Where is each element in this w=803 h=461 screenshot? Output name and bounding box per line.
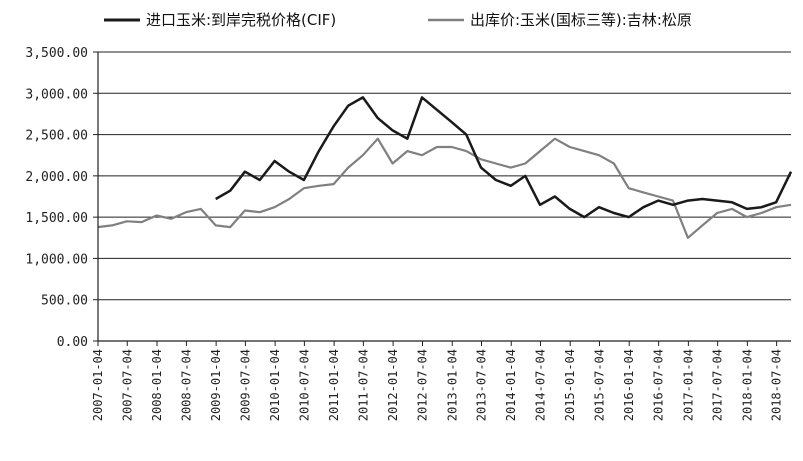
x-tick-label: 2012-07-04 xyxy=(416,349,430,421)
x-tick-label: 2018-01-04 xyxy=(740,349,754,421)
x-tick-label: 2015-07-04 xyxy=(592,349,606,421)
x-tick-label: 2007-01-04 xyxy=(91,349,105,421)
x-tick-label: 2007-07-04 xyxy=(120,349,134,421)
series-lines xyxy=(97,96,793,239)
x-tick-label: 2011-01-04 xyxy=(327,349,341,421)
grid-lines xyxy=(98,51,791,301)
x-tick-label: 2009-01-04 xyxy=(209,349,223,421)
x-tick-label: 2013-01-04 xyxy=(445,349,459,421)
x-tick-label: 2014-01-04 xyxy=(504,349,518,421)
series-line-jilin xyxy=(97,137,792,239)
y-tick-label: 2,500.00 xyxy=(25,129,88,144)
y-axis-ticks: 0.00 500.00 1,000.00 1,500.00 2,000.00 2,500.… xyxy=(25,46,98,350)
x-axis-ticks: 2007-01-04 2007-07-04 2008-01-04 2008-07-04… xyxy=(91,341,784,421)
legend: 进口玉米:到岸完税价格(CIF) 出库价:玉米(国标三等):吉林:松原 xyxy=(104,11,692,29)
x-tick-label: 2016-01-04 xyxy=(622,349,636,421)
x-tick-label: 2012-01-04 xyxy=(386,349,400,421)
legend-label-cif: 进口玉米:到岸完税价格(CIF) xyxy=(146,11,336,29)
x-tick-label: 2010-07-04 xyxy=(297,349,311,421)
x-tick-label: 2010-01-04 xyxy=(268,349,282,421)
x-tick-label: 2009-07-04 xyxy=(238,349,252,421)
y-tick-label: 3,500.00 xyxy=(25,46,88,61)
x-tick-label: 2008-07-04 xyxy=(179,349,193,421)
y-tick-label: 1,000.00 xyxy=(25,252,88,267)
x-tick-label: 2013-07-04 xyxy=(475,349,489,421)
y-tick-label: 1,500.00 xyxy=(25,211,88,226)
y-tick-label: 3,000.00 xyxy=(25,87,88,102)
x-tick-label: 2017-01-04 xyxy=(681,349,695,421)
x-tick-label: 2015-01-04 xyxy=(563,349,577,421)
legend-label-jilin: 出库价:玉米(国标三等):吉林:松原 xyxy=(470,11,692,29)
y-tick-label: 500.00 xyxy=(41,294,88,309)
y-tick-label: 0.00 xyxy=(57,335,88,350)
x-tick-label: 2014-07-04 xyxy=(533,349,547,421)
x-tick-label: 2018-07-04 xyxy=(770,349,784,421)
x-tick-label: 2017-07-04 xyxy=(711,349,725,421)
y-tick-label: 2,000.00 xyxy=(25,170,88,185)
x-tick-label: 2008-01-04 xyxy=(150,349,164,421)
x-tick-label: 2011-07-04 xyxy=(356,349,370,421)
series-line-cif xyxy=(215,96,793,219)
x-tick-label: 2016-07-04 xyxy=(652,349,666,421)
